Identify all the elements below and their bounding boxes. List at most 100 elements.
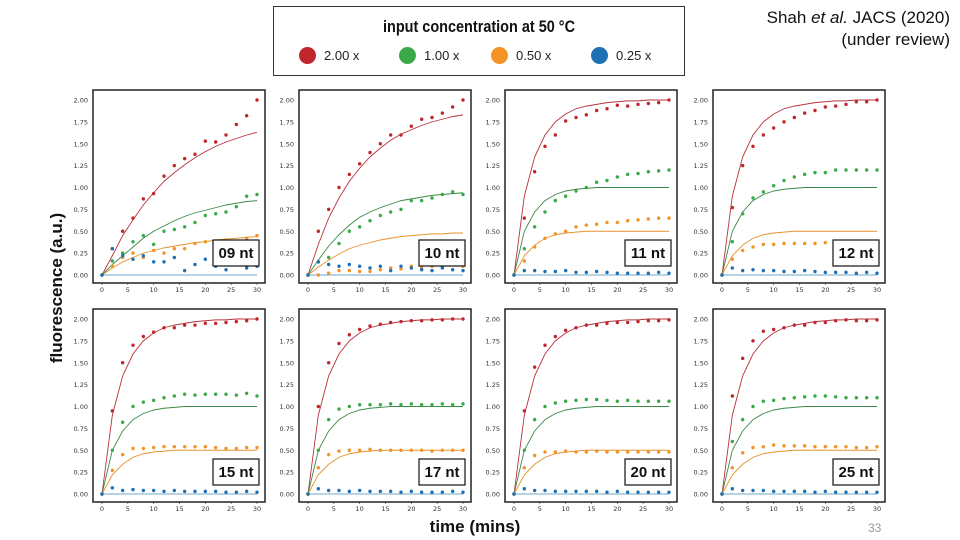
data-point: [792, 444, 797, 448]
data-point: [224, 320, 228, 325]
y-tick-label: 1.50: [694, 359, 708, 367]
data-point: [357, 488, 362, 493]
data-point: [532, 268, 537, 273]
data-point: [141, 334, 146, 339]
data-point: [388, 448, 393, 452]
data-point: [667, 399, 671, 403]
data-point: [357, 225, 362, 229]
data-point: [337, 341, 341, 346]
data-point: [131, 446, 135, 451]
data-point: [110, 468, 115, 473]
data-point: [378, 448, 383, 452]
data-point: [100, 492, 104, 496]
y-tick-label: 0.00: [280, 491, 294, 499]
data-point: [430, 268, 434, 273]
fit-line-series-0: [513, 99, 669, 276]
x-tick-label: 30: [665, 286, 673, 294]
legend-item-1x: 1.00 x: [399, 47, 459, 64]
x-tick-label: 25: [639, 286, 647, 294]
data-point: [213, 392, 218, 396]
data-point: [854, 168, 859, 172]
data-point: [730, 487, 735, 491]
data-point: [646, 271, 651, 275]
data-point: [574, 398, 578, 403]
data-point: [306, 492, 310, 496]
data-point: [409, 448, 414, 452]
data-point: [461, 317, 465, 321]
x-tick-label: 25: [847, 505, 855, 513]
data-point: [563, 119, 568, 123]
data-point: [522, 259, 527, 263]
data-point: [151, 191, 156, 196]
data-point: [864, 396, 869, 400]
data-point: [584, 113, 589, 117]
data-point: [656, 450, 661, 454]
panel-label: 15 nt: [218, 464, 253, 481]
data-point: [224, 392, 228, 396]
y-tick-label: 0.00: [694, 491, 708, 499]
panel-label: 25 nt: [838, 464, 873, 481]
data-point: [337, 185, 341, 190]
data-point: [316, 229, 321, 233]
data-point: [182, 247, 187, 251]
data-point: [182, 225, 187, 229]
x-tick-label: 20: [201, 505, 209, 513]
data-point: [667, 168, 671, 172]
data-point: [844, 445, 848, 449]
y-tick-label: 1.50: [694, 140, 708, 148]
data-point: [656, 399, 661, 403]
data-point: [656, 319, 661, 323]
x-tick-label: 5: [332, 505, 336, 513]
data-point: [636, 271, 640, 275]
y-tick-label: 1.50: [486, 140, 500, 148]
data-point: [450, 105, 455, 109]
y-tick-label: 1.00: [280, 184, 294, 192]
y-tick-label: 1.75: [694, 337, 708, 345]
data-point: [532, 245, 537, 249]
fit-line-series-0: [721, 318, 877, 495]
data-point: [823, 105, 828, 109]
data-point: [823, 394, 828, 398]
data-point: [388, 268, 393, 273]
data-point: [720, 492, 724, 496]
data-point: [646, 399, 651, 403]
data-point: [605, 398, 609, 403]
data-point: [450, 268, 455, 272]
data-point: [625, 172, 630, 177]
data-point: [162, 229, 166, 233]
fit-line-series-2: [101, 449, 257, 495]
data-point: [823, 445, 828, 449]
data-point: [193, 323, 197, 327]
y-tick-label: 0.50: [486, 228, 500, 236]
data-point: [563, 449, 568, 453]
data-point: [316, 404, 321, 409]
data-point: [522, 268, 527, 273]
x-tick-label: 0: [100, 505, 104, 513]
data-point: [615, 450, 620, 454]
data-point: [224, 268, 228, 272]
y-tick-label: 1.00: [280, 403, 294, 411]
data-point: [141, 254, 146, 258]
data-point: [656, 216, 661, 220]
data-point: [625, 398, 630, 403]
data-point: [347, 489, 352, 494]
x-tick-label: 20: [613, 286, 621, 294]
data-point: [172, 163, 177, 168]
x-tick-label: 20: [407, 505, 415, 513]
data-point: [730, 439, 735, 444]
data-point: [543, 210, 547, 214]
data-point: [771, 443, 776, 447]
data-point: [605, 450, 609, 454]
data-point: [864, 490, 869, 494]
data-point: [440, 266, 445, 270]
fit-line-series-0: [721, 99, 877, 276]
data-point: [172, 247, 177, 251]
data-point: [172, 326, 177, 330]
data-point: [854, 319, 859, 323]
x-tick-label: 30: [459, 505, 467, 513]
fit-line-series-2: [513, 230, 669, 276]
data-point: [771, 184, 776, 188]
data-point: [771, 489, 776, 494]
fit-line-series-2: [513, 449, 669, 495]
data-point: [419, 268, 424, 272]
